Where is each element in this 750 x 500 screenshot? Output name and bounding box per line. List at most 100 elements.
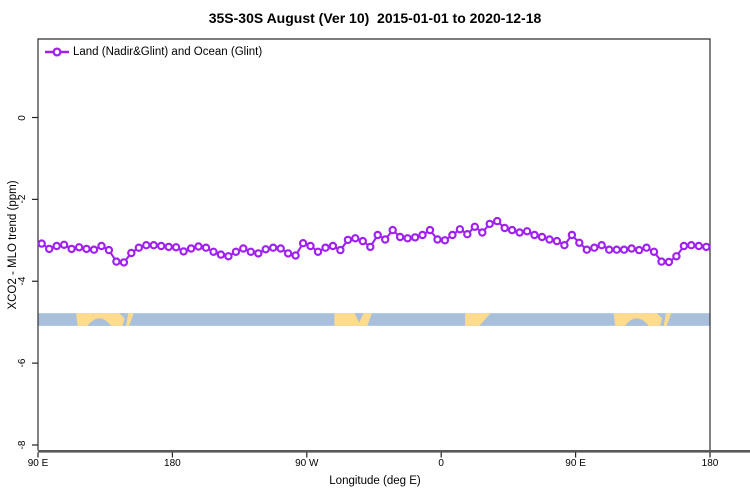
data-point	[687, 240, 696, 250]
data-point	[388, 225, 397, 235]
data-point	[500, 223, 509, 233]
land-patch-australia-east-coast	[126, 313, 134, 326]
ocean-inset-great-australian-bight-repeat	[624, 318, 649, 326]
data-point	[657, 257, 666, 266]
x-tick-label: 90 E	[27, 458, 49, 469]
data-point	[306, 241, 315, 251]
data-point	[552, 236, 562, 246]
data-point	[642, 243, 651, 252]
data-point	[224, 252, 233, 261]
x-tick-label: 180	[701, 458, 719, 469]
ocean-band	[38, 313, 710, 326]
data-point	[156, 241, 166, 251]
x-tick-label: 90 W	[295, 458, 319, 469]
chart-title: 35S-30S August (Ver 10) 2015-01-01 to 20…	[208, 10, 542, 26]
data-point	[649, 247, 659, 256]
data-point	[313, 247, 323, 256]
data-point	[522, 227, 532, 236]
data-point	[395, 232, 405, 242]
data-point	[261, 245, 270, 254]
x-tick-label: 0	[438, 458, 444, 469]
data-point	[455, 225, 465, 234]
land-patch-australia-east-coast-repeat	[663, 313, 672, 326]
data-point	[575, 238, 584, 247]
data-point	[149, 240, 158, 250]
data-point	[231, 247, 241, 256]
data-point	[89, 245, 99, 254]
data-point	[478, 228, 487, 237]
y-tick-label: 0	[17, 114, 28, 121]
data-point	[485, 219, 494, 229]
data-point	[545, 235, 554, 244]
data-point	[164, 242, 173, 252]
data-point	[119, 258, 129, 267]
data-point	[410, 233, 420, 242]
data-point	[582, 245, 592, 254]
data-point	[425, 225, 435, 235]
data-point	[493, 216, 502, 226]
data-point	[209, 247, 218, 256]
data-point	[59, 240, 69, 249]
data-point	[343, 235, 353, 245]
data-point	[515, 228, 524, 237]
y-tick-label: -4	[17, 276, 28, 286]
data-point	[298, 238, 308, 248]
data-point	[254, 249, 263, 258]
data-point	[358, 236, 367, 246]
data-point	[82, 244, 91, 254]
data-point	[530, 230, 539, 240]
data-point	[679, 241, 689, 251]
y-axis-label: XCO2 - MLO trend (ppm)	[7, 180, 19, 310]
data-point	[216, 250, 226, 259]
data-point	[702, 242, 711, 252]
land-patch-south-africa	[465, 313, 491, 326]
data-point	[567, 230, 577, 240]
data-point	[201, 243, 211, 252]
data-point	[403, 234, 412, 243]
data-point	[269, 243, 278, 252]
data-point	[672, 252, 681, 261]
data-point	[37, 239, 46, 248]
data-point	[142, 240, 151, 250]
data-point	[104, 245, 114, 255]
data-point	[45, 244, 54, 254]
data-point	[590, 243, 599, 252]
data-point	[366, 242, 375, 252]
data-point	[127, 248, 136, 258]
data-point	[612, 245, 621, 254]
data-point	[97, 241, 106, 251]
y-tick-label: -2	[17, 194, 28, 204]
data-point	[276, 244, 285, 253]
data-point	[619, 245, 629, 254]
data-series-line	[41, 220, 707, 264]
data-point	[373, 230, 382, 240]
data-point	[440, 236, 450, 245]
data-point	[433, 235, 442, 244]
legend-marker-icon	[52, 47, 62, 57]
data-point	[194, 242, 203, 251]
data-point	[507, 225, 517, 235]
data-point	[74, 243, 84, 252]
data-point	[67, 244, 76, 254]
ocean-inset-australia-ne-cut	[119, 313, 127, 321]
data-point	[239, 244, 248, 253]
y-tick-label: -8	[17, 440, 28, 450]
ocean-inset-australia-ne-cut-repeat	[656, 313, 664, 321]
data-point	[291, 251, 300, 260]
land-patch-south-america	[334, 313, 372, 326]
data-point	[537, 232, 547, 242]
data-point	[171, 243, 181, 252]
data-point	[321, 243, 330, 252]
data-point	[694, 241, 704, 251]
x-tick-label: 90 E	[565, 458, 586, 469]
ocean-inset-great-australian-bight	[87, 318, 112, 326]
data-point	[597, 240, 606, 250]
data-point	[179, 247, 188, 256]
data-point	[112, 257, 121, 266]
x-axis-label: Longitude (deg E)	[329, 475, 421, 487]
data-point	[186, 244, 196, 253]
x-tick-label: 180	[164, 458, 181, 469]
ocean-inset-rio-de-la-plata	[354, 313, 364, 323]
